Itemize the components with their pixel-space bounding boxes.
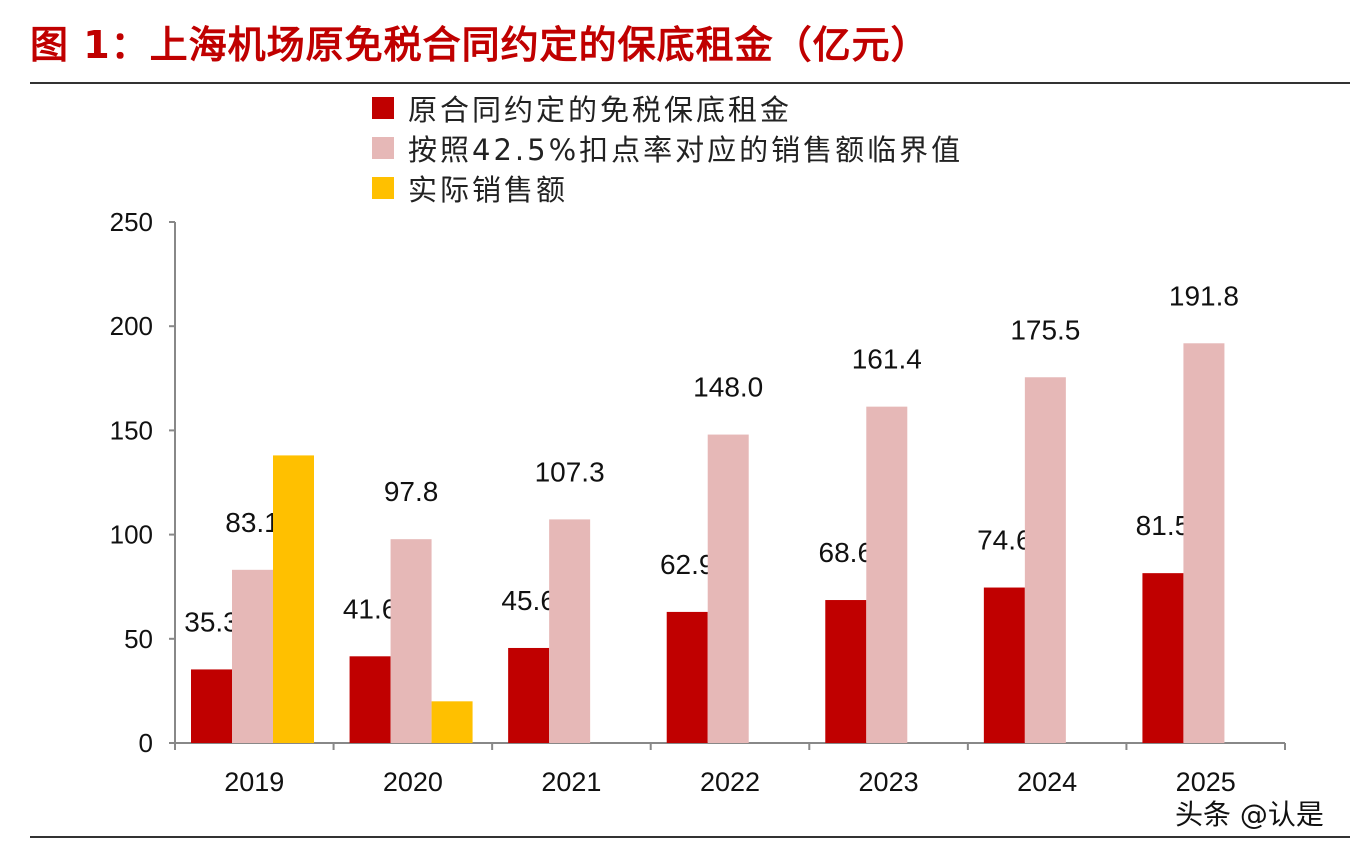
bottom-rule (30, 836, 1350, 838)
y-tick-label: 0 (139, 728, 153, 758)
data-label: 175.5 (1010, 314, 1080, 345)
legend-label: 按照42.5%扣点率对应的销售额临界值 (408, 133, 964, 167)
bar-2022-2 (707, 434, 749, 743)
top-rule (30, 82, 1350, 84)
legend-item: 原合同约定的免税保底租金 (372, 88, 963, 128)
bar-2023-1 (825, 600, 867, 743)
legend-label: 实际销售额 (408, 173, 569, 207)
legend-item: 按照42.5%扣点率对应的销售额临界值 (372, 128, 963, 168)
bar-2022-1 (666, 611, 708, 743)
y-tick-label: 250 (110, 207, 153, 237)
watermark: 头条 @认是 (1175, 798, 1324, 831)
data-label: 81.5 (1136, 510, 1191, 541)
bar-2020-2 (390, 539, 432, 743)
data-label: 161.4 (852, 344, 922, 375)
data-label: 35.3 (184, 606, 239, 637)
legend-swatch (372, 137, 394, 159)
x-tick-label: 2022 (700, 767, 760, 797)
x-tick-label: 2024 (1017, 767, 1077, 797)
bar-2019-3 (273, 455, 314, 743)
bar-2024-2 (1024, 377, 1066, 743)
bar-2019-2 (232, 569, 273, 743)
data-label: 148.0 (693, 372, 763, 403)
bar-2020-3 (431, 701, 473, 743)
legend-swatch (372, 97, 394, 119)
legend-label: 原合同约定的免税保底租金 (408, 93, 793, 127)
x-tick-label: 2019 (224, 767, 284, 797)
bar-2025-1 (1142, 573, 1184, 743)
bar-2025-2 (1183, 343, 1225, 743)
x-tick-label: 2023 (859, 767, 919, 797)
bar-2019-1 (191, 669, 232, 743)
data-label: 68.6 (819, 537, 874, 568)
data-label: 83.1 (225, 507, 280, 538)
y-tick-label: 200 (110, 311, 153, 341)
bar-2020-1 (349, 656, 391, 743)
data-label: 74.6 (977, 525, 1032, 556)
bar-2021-2 (549, 519, 591, 743)
data-label: 107.3 (535, 456, 605, 487)
chart-title: 图 1：上海机场原免税合同约定的保底租金（亿元） (30, 23, 930, 67)
x-tick-label: 2020 (383, 767, 443, 797)
y-tick-label: 50 (124, 624, 153, 654)
y-tick-label: 100 (110, 520, 153, 550)
data-label: 97.8 (384, 476, 439, 507)
bar-2024-1 (983, 587, 1025, 743)
bar-2021-1 (508, 647, 550, 743)
data-label: 191.8 (1169, 280, 1239, 311)
bar-2023-2 (866, 406, 908, 743)
data-label: 62.9 (660, 549, 715, 580)
y-tick-label: 150 (110, 415, 153, 445)
legend-item: 实际销售额 (372, 168, 963, 208)
x-tick-label: 2025 (1176, 767, 1236, 797)
data-label: 45.6 (501, 585, 556, 616)
legend: 原合同约定的免税保底租金 按照42.5%扣点率对应的销售额临界值 实际销售额 (372, 88, 963, 208)
legend-swatch (372, 177, 394, 199)
data-label: 41.6 (343, 593, 398, 624)
x-tick-label: 2021 (541, 767, 601, 797)
